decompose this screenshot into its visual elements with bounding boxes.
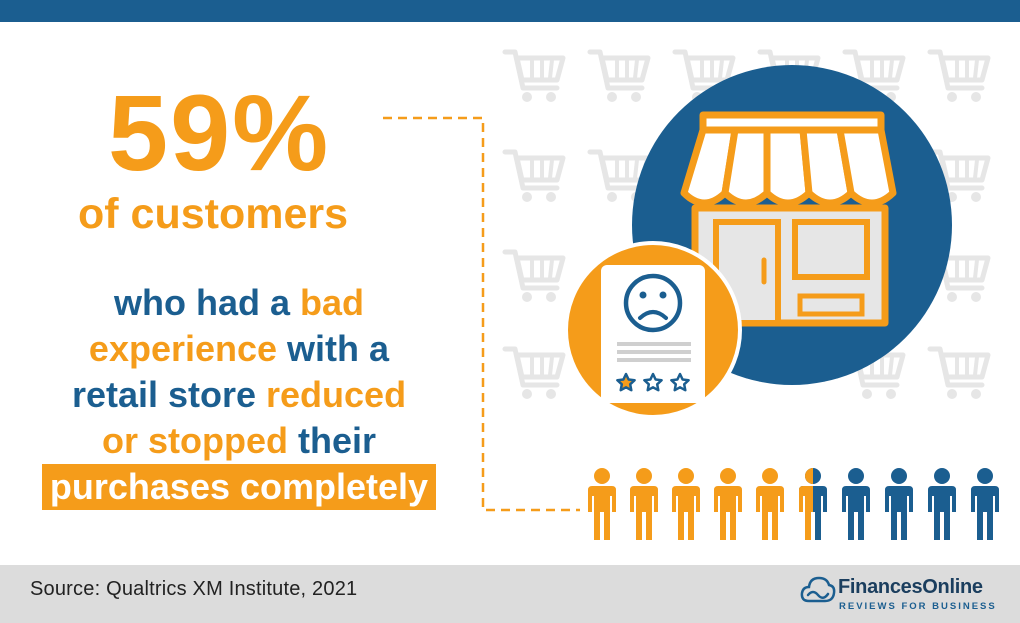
headline-subject: of customers — [78, 190, 349, 238]
statement-line-1: who had a bad — [113, 282, 365, 323]
person-icon-orange — [588, 468, 616, 540]
person-icon-blue — [971, 468, 999, 540]
person-icon-split — [799, 468, 827, 540]
person-icon-orange — [714, 468, 742, 540]
infographic-illustration — [383, 0, 999, 540]
person-icon-blue — [928, 468, 956, 540]
person-icon-orange — [672, 468, 700, 540]
star-empty-icon — [670, 372, 690, 392]
source-citation: Source: Qualtrics XM Institute, 2021 — [30, 578, 358, 600]
person-icon-orange — [756, 468, 784, 540]
footer-bar — [0, 565, 1020, 623]
statement-line-2: experience with a — [88, 328, 390, 369]
sad-face-icon — [623, 273, 683, 333]
top-banner-bar — [0, 0, 1020, 22]
statement-text: who had a bad experience with a retail s… — [14, 280, 464, 510]
person-icon-blue — [885, 468, 913, 540]
star-filled-icon — [616, 372, 636, 392]
headline-percentage: 59% — [108, 72, 331, 193]
brand-name: FinancesOnline — [838, 576, 983, 598]
people-chart — [588, 468, 999, 540]
dashed-connector-line — [383, 116, 580, 512]
highlighted-phrase: purchases completely — [41, 464, 437, 510]
statement-line-3: retail store reduced — [71, 374, 407, 415]
review-card-icon — [564, 241, 742, 419]
statement-line-4: or stopped their — [101, 420, 376, 461]
statement-line-5: purchases completely — [14, 464, 464, 510]
star-empty-icon — [643, 372, 663, 392]
brand-tagline: REVIEWS FOR BUSINESS — [839, 601, 997, 612]
rating-stars — [616, 372, 690, 392]
person-icon-orange — [630, 468, 658, 540]
cloud-logo-icon — [800, 576, 836, 603]
person-icon-blue — [842, 468, 870, 540]
